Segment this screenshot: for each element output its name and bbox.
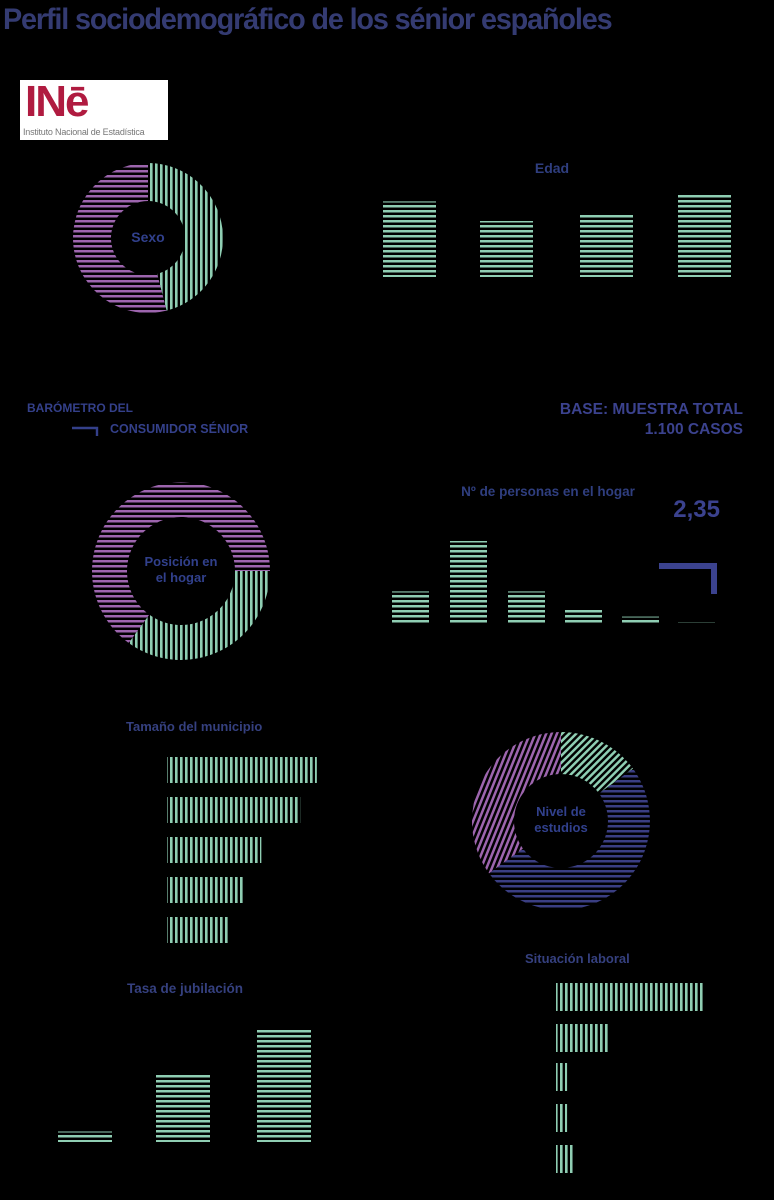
sexo-segment-green: [148, 163, 224, 311]
posicion-segment-purple: [92, 482, 271, 644]
laboral-bar: [556, 983, 703, 1011]
page-title: Perfil sociodemográfico de los sénior es…: [3, 3, 613, 36]
personas-bar: [508, 591, 545, 625]
ine-logo-brand: INē: [25, 77, 90, 126]
ine-logo-caption: Instituto Nacional de Estadística: [23, 127, 145, 137]
source-note-line1: BARÓMETRO DEL: [27, 401, 133, 415]
edad-bar: [678, 193, 731, 277]
laboral-bar: [556, 1145, 573, 1173]
personas-bar: [565, 608, 602, 625]
estudios-donut-label-line2: estudios: [534, 820, 588, 835]
laboral-chart: [556, 983, 703, 1173]
municipio-bar: [167, 917, 229, 943]
base-note-line1: BASE: MUESTRA TOTAL: [559, 401, 743, 418]
sexo-segment-purple: [73, 163, 167, 313]
municipio-bar: [167, 757, 317, 783]
edad-bar: [383, 201, 436, 277]
municipio-bar: [167, 797, 301, 823]
personas-mean-value: 2,35: [673, 496, 720, 523]
estudios-segment-green: [561, 732, 634, 794]
laboral-bar: [556, 1063, 568, 1091]
personas-bar: [622, 616, 659, 625]
municipio-chart-title: Tamaño del municipio: [126, 719, 263, 734]
laboral-chart-title: Situación laboral: [525, 951, 630, 966]
posicion-segment-green: [128, 571, 270, 660]
base-note-line2: 1.100 CASOS: [644, 421, 743, 438]
laboral-bar: [556, 1024, 609, 1052]
base-note: BASE: MUESTRA TOTAL 1.100 CASOS: [560, 400, 743, 440]
source-note-bracket: [72, 426, 99, 436]
edad-bar: [480, 221, 533, 277]
personas-chart: [392, 541, 717, 625]
laboral-bar: [556, 1104, 568, 1132]
jubilacion-chart: [58, 1029, 311, 1142]
personas-mean-bracket: [659, 563, 717, 594]
sexo-donut-label-line: Sexo: [131, 229, 165, 245]
edad-bar: [580, 212, 633, 277]
jubilacion-bar: [156, 1073, 210, 1142]
edad-chart: [383, 193, 731, 277]
personas-bar: [678, 622, 715, 625]
municipio-bar: [167, 877, 245, 903]
edad-chart-title: Edad: [534, 160, 570, 176]
estudios-donut-label: Nivel de estudios: [534, 804, 587, 836]
sexo-donut-label: Sexo: [131, 229, 164, 245]
personas-chart-title: Nº de personas en el hogar: [461, 484, 635, 499]
personas-bar: [450, 541, 487, 625]
posicion-donut-label: Posición en el hogar: [145, 554, 218, 586]
jubilacion-chart-title: Tasa de jubilación: [127, 981, 244, 996]
ine-logo: INē Instituto Nacional de Estadística: [20, 80, 168, 140]
estudios-donut-label-line1: Nivel de: [536, 804, 586, 819]
estudios-chart: [472, 732, 650, 910]
source-note-line2: CONSUMIDOR SÉNIOR: [110, 422, 249, 436]
estudios-segment-navy: [488, 768, 650, 910]
jubilacion-bar: [257, 1029, 311, 1142]
municipio-chart: [167, 757, 317, 943]
posicion-donut-label-line1: Posición en: [144, 554, 218, 569]
jubilacion-bar: [58, 1131, 112, 1142]
municipio-bar: [167, 837, 262, 863]
posicion-chart: [92, 482, 271, 660]
personas-bar: [392, 591, 429, 625]
sexo-chart: [73, 163, 224, 313]
posicion-donut-label-line2: el hogar: [155, 570, 207, 585]
estudios-segment-purple: [472, 732, 561, 874]
